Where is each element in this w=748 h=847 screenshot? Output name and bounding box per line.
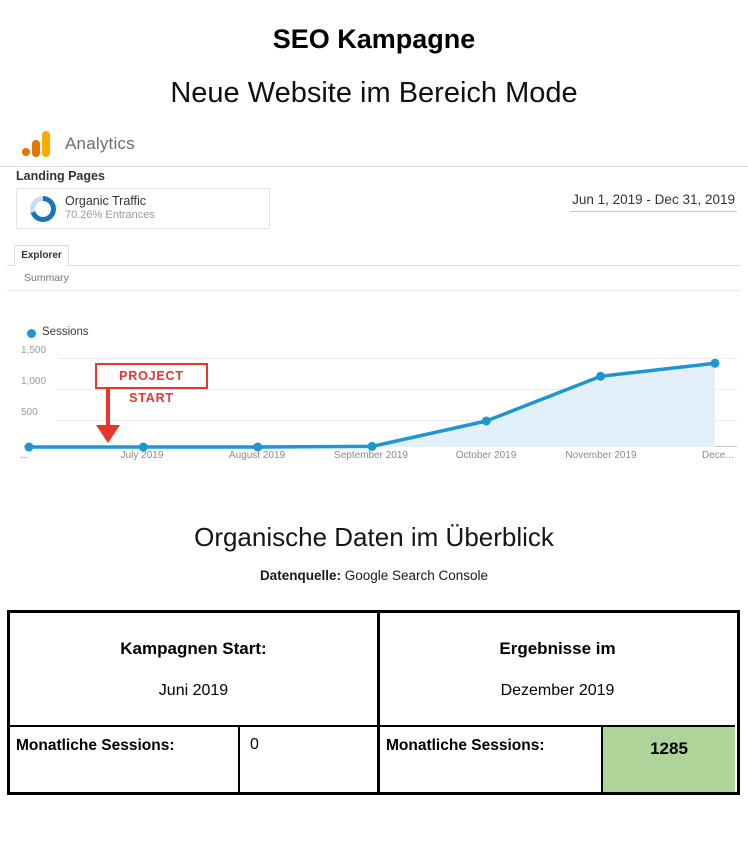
- left-metric-value-cell: 0: [240, 727, 380, 792]
- chart-area-fill: [29, 363, 715, 447]
- x-label-december: Dece...: [702, 450, 734, 461]
- annotation-arrow-head-icon: [96, 425, 120, 443]
- logo-dot: [22, 148, 30, 156]
- results-date: Dezember 2019: [500, 681, 615, 699]
- data-point[interactable]: [481, 416, 491, 426]
- section-divider: [7, 290, 740, 291]
- analytics-logo-icon: [22, 129, 52, 157]
- y-tick-1000: 1,000: [21, 376, 47, 387]
- data-source-line: Datenquelle: Google Search Console: [0, 568, 748, 583]
- x-label-august: August 2019: [228, 450, 286, 461]
- left-metric-label-cell: Monatliche Sessions:: [10, 727, 240, 792]
- project-start-annotation: PROJECT START: [95, 363, 208, 405]
- sessions-line-chart[interactable]: [0, 330, 748, 456]
- logo-bar-short: [32, 140, 40, 157]
- sessions-legend-dot-icon: [27, 329, 36, 338]
- segment-title: Organic Traffic: [65, 194, 147, 208]
- y-tick-500: 500: [21, 407, 38, 418]
- gridline: [58, 358, 737, 359]
- analytics-brand-label: Analytics: [65, 134, 135, 153]
- results-table: Kampagnen Start: Juni 2019 Ergebnisse im…: [7, 610, 740, 795]
- organic-traffic-card[interactable]: Organic Traffic 70.26% Entrances: [16, 188, 270, 229]
- tab-baseline: [7, 265, 740, 266]
- campaign-start-date: Juni 2019: [158, 681, 229, 699]
- annotation-arrow-stem: [106, 389, 110, 425]
- overview-heading: Organische Daten im Überblick: [194, 522, 554, 552]
- x-label-september: September 2019: [334, 450, 408, 461]
- campaign-start-header-cell: Kampagnen Start: Juni 2019: [10, 613, 380, 727]
- data-point[interactable]: [596, 371, 606, 381]
- segment-subtitle: 70.26% Entrances: [65, 209, 155, 221]
- right-metric-label-cell: Monatliche Sessions:: [380, 727, 603, 792]
- data-point[interactable]: [710, 358, 720, 368]
- x-label-october: October 2019: [455, 450, 517, 461]
- donut-chart-icon: [30, 196, 56, 222]
- data-point[interactable]: [138, 442, 148, 452]
- page-subtitle: Neue Website im Bereich Mode: [170, 77, 578, 109]
- data-source-label: Datenquelle:: [259, 568, 341, 583]
- sessions-legend-label: Sessions: [42, 326, 89, 338]
- x-label-start: ...: [20, 450, 29, 461]
- logo-bar-tall: [42, 131, 50, 157]
- data-point[interactable]: [24, 442, 34, 452]
- results-header-cell: Ergebnisse im Dezember 2019: [380, 613, 735, 727]
- gridline: [58, 389, 737, 390]
- subtab-summary[interactable]: Summary: [24, 272, 69, 284]
- results-label: Ergebnisse im: [499, 638, 616, 658]
- x-label-july: July 2019: [120, 450, 164, 461]
- right-metric-value-cell: 1285: [603, 727, 735, 792]
- header-divider: [0, 166, 748, 167]
- report-title: Landing Pages: [16, 169, 105, 183]
- y-tick-1500: 1,500: [21, 345, 47, 356]
- data-point[interactable]: [367, 441, 377, 451]
- x-label-november: November 2019: [565, 450, 637, 461]
- data-source-value: Google Search Console: [340, 568, 489, 583]
- tab-explorer[interactable]: Explorer: [14, 245, 69, 266]
- data-point[interactable]: [253, 442, 263, 452]
- campaign-start-label: Kampagnen Start:: [120, 638, 267, 658]
- page-title: SEO Kampagne: [272, 24, 476, 54]
- gridline: [58, 420, 737, 421]
- date-range-selector[interactable]: Jun 1, 2019 - Dec 31, 2019: [570, 192, 737, 212]
